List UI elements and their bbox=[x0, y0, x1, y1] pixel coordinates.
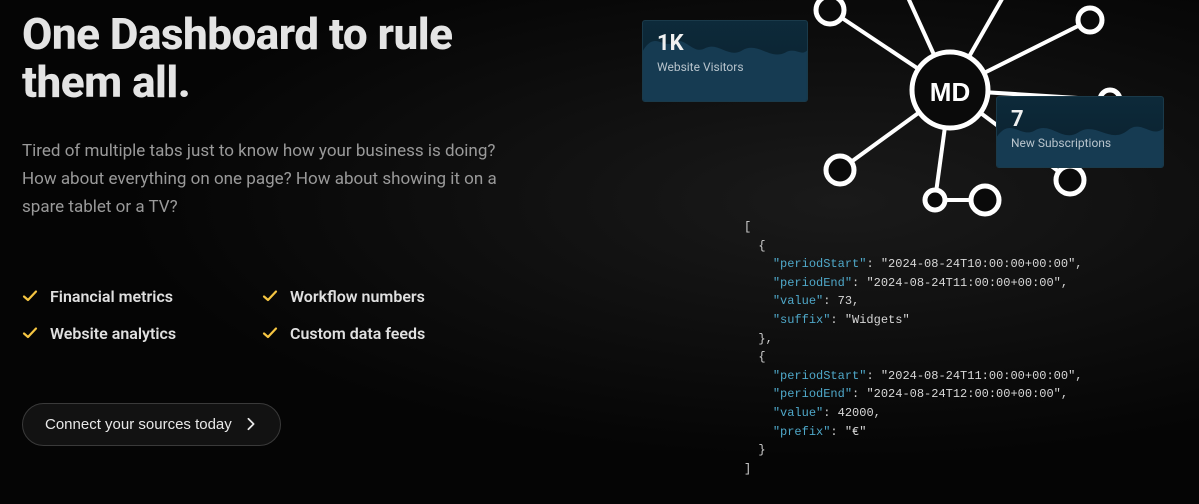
feature-item: Custom data feeds bbox=[262, 324, 502, 343]
hero-illustration: MD 1K Website Visitors 7 New Subscriptio… bbox=[600, 0, 1199, 504]
feature-item: Workflow numbers bbox=[262, 287, 502, 306]
feature-label: Workflow numbers bbox=[290, 287, 425, 306]
check-icon bbox=[262, 325, 278, 341]
check-icon bbox=[22, 288, 38, 304]
check-icon bbox=[22, 325, 38, 341]
code-sample: [ { "periodStart": "2024-08-24T10:00:00+… bbox=[744, 218, 1194, 478]
stat-card-visitors: 1K Website Visitors bbox=[642, 20, 808, 102]
feature-item: Financial metrics bbox=[22, 287, 262, 306]
feature-item: Website analytics bbox=[22, 324, 262, 343]
feature-label: Website analytics bbox=[50, 324, 176, 343]
feature-list: Financial metrics Workflow numbers Websi… bbox=[22, 287, 562, 343]
network-center-label: MD bbox=[930, 77, 970, 107]
hero-left: One Dashboard to rule them all. Tired of… bbox=[22, 10, 562, 446]
stat-label: Website Visitors bbox=[657, 60, 793, 74]
stat-value: 1K bbox=[657, 31, 793, 56]
cta-label: Connect your sources today bbox=[45, 416, 232, 433]
check-icon bbox=[262, 288, 278, 304]
connect-sources-button[interactable]: Connect your sources today bbox=[22, 403, 281, 446]
hero-subtext: Tired of multiple tabs just to know how … bbox=[22, 137, 502, 221]
stat-card-subscriptions: 7 New Subscriptions bbox=[996, 96, 1164, 168]
stat-label: New Subscriptions bbox=[1011, 136, 1149, 150]
feature-label: Custom data feeds bbox=[290, 324, 425, 343]
chevron-right-icon bbox=[244, 417, 258, 431]
hero-headline: One Dashboard to rule them all. bbox=[22, 10, 562, 107]
stat-value: 7 bbox=[1011, 107, 1149, 132]
feature-label: Financial metrics bbox=[50, 287, 173, 306]
